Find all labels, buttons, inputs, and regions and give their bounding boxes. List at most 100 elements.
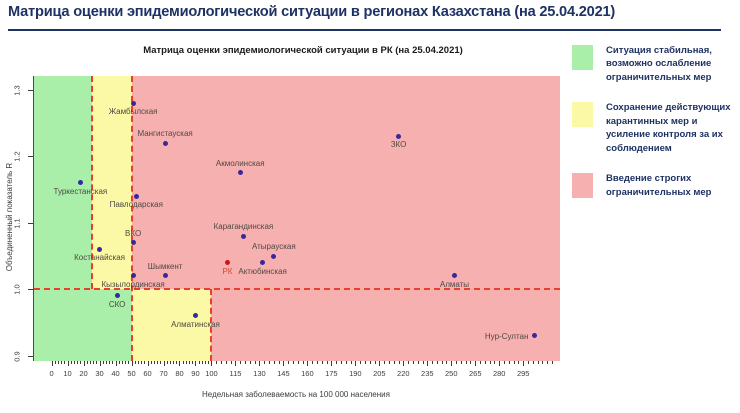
x-tick-minor xyxy=(121,361,123,364)
x-tick-label: 265 xyxy=(468,369,482,378)
y-tick xyxy=(28,355,33,357)
x-tick-minor xyxy=(185,361,187,364)
x-tick-label: 40 xyxy=(111,369,120,378)
x-tick-minor xyxy=(205,361,207,364)
x-tick-minor xyxy=(508,361,510,364)
x-tick-minor xyxy=(369,361,371,364)
x-tick-minor xyxy=(321,361,323,364)
point-label-zhambylskaya: Жамбылская xyxy=(108,107,158,117)
point-label-zko: ЗКО xyxy=(390,140,407,150)
x-tick-minor xyxy=(192,361,194,364)
point-label-kyzylordinskaya: Кызылординская xyxy=(101,279,165,289)
data-point-mangystauskaya xyxy=(162,140,168,146)
data-point-zhambylskaya xyxy=(130,100,136,106)
data-point-sko xyxy=(114,293,120,299)
x-tick-major xyxy=(451,361,453,366)
x-tick-minor xyxy=(494,361,496,364)
x-tick-major xyxy=(523,361,525,366)
x-tick-label: 10 xyxy=(63,369,72,378)
x-tick-major xyxy=(179,361,181,366)
x-tick-label: 295 xyxy=(516,369,530,378)
x-tick-major xyxy=(283,361,285,366)
x-tick-minor xyxy=(144,361,146,364)
x-tick-minor xyxy=(374,361,376,364)
x-tick-minor xyxy=(77,361,79,364)
x-tick-minor xyxy=(345,361,347,364)
x-tick-label: 235 xyxy=(421,369,434,378)
point-label-akmolinskaya: Акмолинская xyxy=(215,158,265,168)
x-tick-minor xyxy=(528,361,530,364)
data-point-kostanayskaya xyxy=(97,246,103,252)
title-underline xyxy=(8,29,721,31)
x-tick-major xyxy=(259,361,261,366)
x-tick-minor xyxy=(513,361,515,364)
x-tick-minor xyxy=(240,361,242,364)
x-tick-major xyxy=(475,361,477,366)
y-tick-label: 1.0 xyxy=(12,284,22,295)
x-tick-label: 100 xyxy=(205,369,218,378)
data-point-vko xyxy=(130,240,136,246)
plot-area: 0 10 20 30 40 50 60 70 80 90 100 115 130 145 160 175 190… xyxy=(13,76,560,378)
x-tick-minor xyxy=(446,361,448,364)
x-tick-minor xyxy=(460,361,462,364)
x-tick-minor xyxy=(109,361,111,364)
x-tick-minor xyxy=(57,361,59,364)
data-point-karagandinskaya xyxy=(240,233,246,239)
x-tick-minor xyxy=(86,361,88,364)
x-tick-minor xyxy=(230,361,232,364)
x-tick-major xyxy=(195,361,197,366)
x-tick-major xyxy=(307,361,309,366)
x-tick-minor xyxy=(169,361,171,364)
point-label-pavlodarskaya: Павлодарская xyxy=(109,200,163,210)
x-tick-minor xyxy=(118,361,120,364)
x-tick-minor xyxy=(518,361,520,364)
x-tick-minor xyxy=(336,361,338,364)
x-tick-minor xyxy=(166,361,168,364)
x-tick-minor xyxy=(326,361,328,364)
legend: Ситуация стабильная, возможно ослабление… xyxy=(572,44,738,216)
data-point-zko xyxy=(396,133,402,139)
x-tick-major xyxy=(403,361,405,366)
x-tick-minor xyxy=(408,361,410,364)
x-tick-minor xyxy=(105,361,107,364)
zone-yellow xyxy=(91,76,132,290)
point-label-mangystauskaya: Мангистауская xyxy=(137,129,193,139)
zone-yellow xyxy=(131,289,212,361)
x-tick-label: 220 xyxy=(397,369,410,378)
x-tick-minor xyxy=(316,361,318,364)
x-tick-minor xyxy=(216,361,218,364)
x-tick-minor xyxy=(221,361,223,364)
x-tick-major xyxy=(379,361,381,366)
x-tick-minor xyxy=(384,361,386,364)
x-tick-major xyxy=(67,361,69,366)
x-tick-minor xyxy=(422,361,424,364)
point-label-nur-sultan: Нур-Султан xyxy=(484,331,529,341)
x-tick-minor xyxy=(297,361,299,364)
x-tick-major xyxy=(83,361,85,366)
x-tick-minor xyxy=(350,361,352,364)
zone-boundary-line xyxy=(130,76,133,361)
x-tick-minor xyxy=(153,361,155,364)
x-tick-minor xyxy=(245,361,247,364)
x-tick-label: 115 xyxy=(229,369,242,378)
chart-title: Матрица оценки эпидемиологической ситуац… xyxy=(143,45,463,56)
x-tick-minor xyxy=(70,361,72,364)
x-tick-minor xyxy=(340,361,342,364)
data-point-akmolinskaya xyxy=(237,170,243,176)
x-tick-label: 30 xyxy=(95,369,104,378)
y-tick xyxy=(28,222,33,224)
x-tick-minor xyxy=(182,361,184,364)
x-tick-minor xyxy=(441,361,443,364)
legend-item-strict-measures: Введение строгих ограничительных мер xyxy=(572,172,738,199)
x-tick-minor xyxy=(537,361,539,364)
legend-swatch-green-icon xyxy=(572,45,593,70)
x-tick-label: 0 xyxy=(49,369,54,378)
x-tick-minor xyxy=(302,361,304,364)
x-tick-minor xyxy=(542,361,544,364)
point-label-rk: РК xyxy=(222,266,233,276)
x-tick-minor xyxy=(360,361,362,364)
x-tick-minor xyxy=(436,361,438,364)
point-label-sko: СКО xyxy=(108,299,126,309)
data-point-aktyubinskaya xyxy=(260,260,266,266)
